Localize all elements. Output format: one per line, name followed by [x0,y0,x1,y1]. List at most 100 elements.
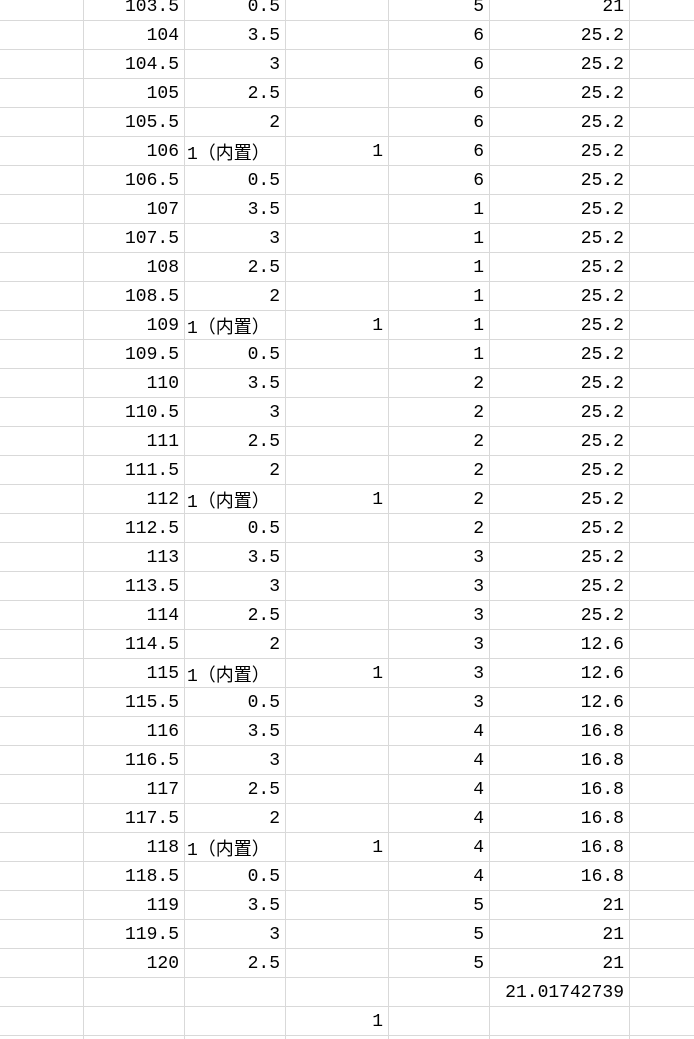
table-cell[interactable]: 1 [389,253,490,281]
table-cell[interactable]: 3 [389,572,490,600]
table-cell[interactable]: 2 [389,456,490,484]
table-cell[interactable] [0,166,84,194]
table-cell[interactable]: 25.2 [490,369,630,397]
table-cell[interactable]: 2 [185,456,286,484]
table-cell[interactable] [286,978,389,1006]
table-cell[interactable]: 0.5 [185,514,286,542]
table-cell[interactable] [286,398,389,426]
table-cell[interactable]: 110.5 [84,398,185,426]
table-cell[interactable] [0,50,84,78]
table-cell[interactable] [0,369,84,397]
table-cell[interactable] [630,166,694,194]
table-cell[interactable] [0,1036,84,1039]
table-cell[interactable] [286,0,389,20]
table-cell[interactable]: 5 [389,891,490,919]
table-cell[interactable]: 106 [84,137,185,165]
table-cell[interactable] [630,572,694,600]
table-cell[interactable] [286,630,389,658]
table-cell[interactable]: 115.5 [84,688,185,716]
table-cell[interactable] [630,949,694,977]
table-cell[interactable]: 1 [286,485,389,513]
table-cell[interactable]: 2.5 [185,601,286,629]
table-cell[interactable]: 112.5 [84,514,185,542]
table-cell[interactable]: 2 [389,485,490,513]
table-cell[interactable]: 2 [185,630,286,658]
table-cell[interactable] [286,253,389,281]
table-cell[interactable]: 2 [185,282,286,310]
table-cell[interactable]: 6 [389,79,490,107]
table-cell[interactable] [630,427,694,455]
table-cell[interactable] [0,456,84,484]
table-cell[interactable] [286,21,389,49]
table-cell[interactable] [84,1036,185,1039]
table-cell[interactable]: 21 [490,0,630,20]
table-cell[interactable] [630,369,694,397]
table-cell[interactable] [630,543,694,571]
table-cell[interactable]: 3 [389,659,490,687]
table-cell[interactable] [0,224,84,252]
table-cell[interactable]: 4 [389,833,490,861]
table-cell[interactable] [0,572,84,600]
table-cell[interactable] [0,833,84,861]
table-cell[interactable] [630,978,694,1006]
table-cell[interactable] [630,804,694,832]
table-cell[interactable] [630,282,694,310]
table-cell[interactable] [286,1036,389,1039]
table-cell[interactable]: 107.5 [84,224,185,252]
table-cell[interactable]: 1 [286,1007,389,1035]
table-cell[interactable]: 3.5 [185,369,286,397]
table-cell[interactable]: 0.5 [185,862,286,890]
table-cell[interactable]: 112 [84,485,185,513]
table-cell[interactable]: 3.5 [185,195,286,223]
table-cell[interactable]: 2 [389,427,490,455]
table-cell[interactable] [630,50,694,78]
table-cell[interactable] [0,920,84,948]
table-cell[interactable] [389,978,490,1006]
table-cell[interactable] [630,195,694,223]
table-cell[interactable]: 25.2 [490,572,630,600]
table-cell[interactable]: 25.2 [490,282,630,310]
table-cell[interactable] [630,862,694,890]
table-cell[interactable] [84,978,185,1006]
table-cell[interactable] [630,224,694,252]
table-cell[interactable]: 3 [389,688,490,716]
table-cell[interactable] [630,920,694,948]
table-cell[interactable] [0,601,84,629]
table-cell[interactable]: 4 [389,746,490,774]
table-cell[interactable] [630,688,694,716]
table-cell[interactable] [286,427,389,455]
table-cell[interactable]: 16.8 [490,804,630,832]
table-cell[interactable] [0,949,84,977]
table-cell[interactable]: 25.2 [490,514,630,542]
table-cell[interactable] [630,775,694,803]
table-cell[interactable] [630,137,694,165]
table-cell[interactable]: 1（内置） [185,659,286,687]
table-cell[interactable] [0,630,84,658]
table-cell[interactable] [286,166,389,194]
table-cell[interactable]: 3 [185,572,286,600]
table-cell[interactable]: 1 [389,340,490,368]
table-cell[interactable] [630,456,694,484]
table-cell[interactable] [0,717,84,745]
table-cell[interactable]: 114.5 [84,630,185,658]
table-cell[interactable]: 16.8 [490,833,630,861]
table-cell[interactable]: 3 [185,398,286,426]
table-cell[interactable]: 25.2 [490,340,630,368]
table-cell[interactable] [630,340,694,368]
table-cell[interactable]: 4 [389,717,490,745]
table-cell[interactable] [0,659,84,687]
table-cell[interactable]: 2.5 [185,949,286,977]
table-cell[interactable]: 21 [490,920,630,948]
table-cell[interactable]: 25.2 [490,108,630,136]
table-cell[interactable]: 12.6 [490,659,630,687]
table-cell[interactable]: 117.5 [84,804,185,832]
table-cell[interactable] [630,1007,694,1035]
table-cell[interactable] [286,79,389,107]
table-cell[interactable] [286,804,389,832]
table-cell[interactable] [0,485,84,513]
table-cell[interactable]: 5 [389,949,490,977]
table-cell[interactable]: 1 [389,311,490,339]
table-cell[interactable]: 2.5 [185,253,286,281]
table-cell[interactable]: 1（内置） [185,311,286,339]
table-cell[interactable] [0,282,84,310]
